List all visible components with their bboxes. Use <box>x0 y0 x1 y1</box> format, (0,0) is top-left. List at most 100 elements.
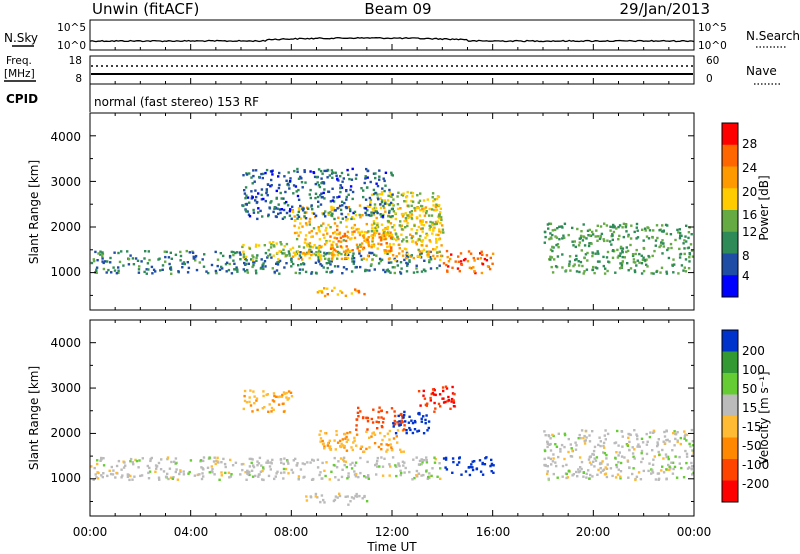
data-cell <box>616 429 619 433</box>
data-cell <box>380 236 383 239</box>
data-cell <box>274 207 278 210</box>
data-cell <box>100 474 103 477</box>
data-cell <box>271 399 275 402</box>
data-cell <box>626 444 630 447</box>
data-cell <box>99 250 102 253</box>
data-cell <box>551 433 554 437</box>
data-cell <box>428 250 431 253</box>
data-cell <box>106 474 109 478</box>
data-cell <box>415 264 418 267</box>
data-cell <box>672 271 675 274</box>
data-cell <box>337 206 341 209</box>
data-cell <box>378 169 381 172</box>
data-cell <box>317 257 320 260</box>
data-cell <box>148 466 151 470</box>
data-cell <box>309 245 312 248</box>
data-cell <box>403 200 406 203</box>
data-cell <box>381 438 384 442</box>
power-colorbar <box>721 122 739 298</box>
data-cell <box>318 433 321 436</box>
data-cell <box>278 171 281 175</box>
data-cell <box>310 204 313 207</box>
data-cell <box>417 390 421 393</box>
data-cell <box>438 228 441 231</box>
data-cell <box>582 223 585 226</box>
data-cell <box>346 431 349 435</box>
data-cell <box>450 253 453 256</box>
data-cell <box>358 213 361 217</box>
data-cell <box>435 267 439 270</box>
data-cell <box>556 255 560 258</box>
data-cell <box>323 243 327 246</box>
data-cell <box>220 461 223 464</box>
data-cell <box>645 263 648 266</box>
data-cell <box>182 470 185 473</box>
data-cell <box>291 209 294 212</box>
power-cbar-tick-4: 4 <box>742 269 750 283</box>
data-cell <box>234 268 237 271</box>
data-cell <box>282 402 285 405</box>
data-cell <box>580 460 584 464</box>
data-cell <box>201 467 204 470</box>
data-cell <box>389 222 393 225</box>
data-cell <box>370 211 373 214</box>
data-cell <box>481 263 485 266</box>
data-cell <box>651 469 654 472</box>
data-cell <box>402 192 405 195</box>
data-cell <box>302 246 306 249</box>
data-cell <box>320 291 324 294</box>
data-cell <box>370 263 373 266</box>
data-cell <box>666 438 669 442</box>
data-cell <box>624 223 628 226</box>
data-cell <box>343 234 346 238</box>
data-cell <box>409 255 412 258</box>
data-cell <box>618 234 621 238</box>
data-cell <box>690 249 694 252</box>
data-cell <box>640 449 644 453</box>
data-cell <box>273 207 276 211</box>
data-cell <box>673 444 676 447</box>
data-cell <box>278 183 281 187</box>
data-cell <box>252 174 255 178</box>
data-cell <box>347 253 350 256</box>
data-cell <box>594 252 597 255</box>
data-cell <box>317 259 320 262</box>
data-cell <box>547 477 550 480</box>
data-cell <box>347 173 350 176</box>
data-cell <box>690 428 694 432</box>
data-cell <box>381 465 385 468</box>
data-cell <box>296 194 300 198</box>
data-cell <box>652 429 656 432</box>
data-cell <box>303 170 306 174</box>
data-cell <box>403 247 407 250</box>
data-cell <box>372 213 376 217</box>
data-cell <box>164 475 168 478</box>
data-cell <box>665 430 668 433</box>
data-cell <box>276 263 280 266</box>
data-cell <box>336 245 339 248</box>
data-cell <box>446 255 449 259</box>
data-cell <box>257 475 260 478</box>
data-cell <box>579 437 582 440</box>
data-cell <box>417 463 421 466</box>
data-cell <box>331 171 335 174</box>
data-cell <box>341 204 344 207</box>
data-cell <box>257 207 260 210</box>
data-cell <box>346 168 349 172</box>
data-cell <box>429 258 433 261</box>
data-cell <box>230 250 233 254</box>
data-cell <box>383 457 386 460</box>
data-cell <box>433 257 437 260</box>
data-cell <box>630 224 633 227</box>
data-cell <box>378 175 381 178</box>
data-cell <box>266 459 269 462</box>
data-cell <box>611 238 614 241</box>
data-cell <box>405 240 408 243</box>
data-cell <box>692 451 694 455</box>
data-cell <box>278 250 281 253</box>
data-cell <box>261 263 264 267</box>
data-cell <box>372 192 376 196</box>
data-cell <box>569 443 572 446</box>
data-cell <box>270 406 274 410</box>
data-cell <box>300 263 303 266</box>
